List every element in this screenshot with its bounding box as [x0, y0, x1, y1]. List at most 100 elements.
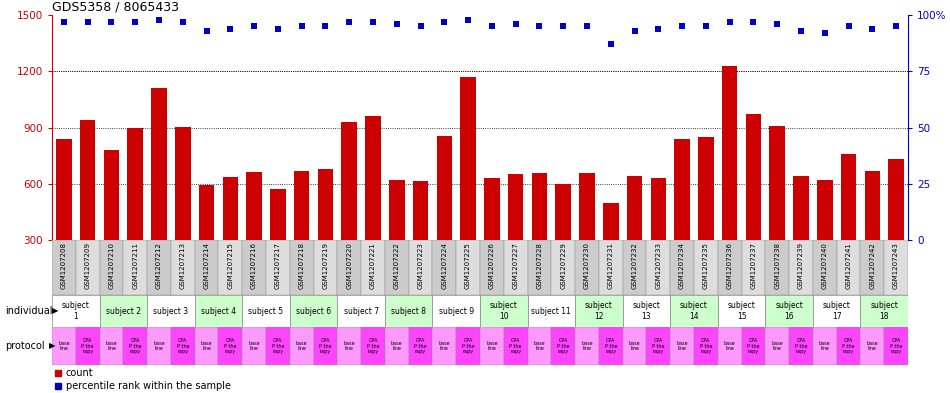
- Bar: [789, 240, 813, 295]
- Text: GSM1207217: GSM1207217: [275, 242, 281, 289]
- Bar: [385, 240, 408, 295]
- Point: [603, 41, 618, 48]
- Text: CPA
P the
rapy: CPA P the rapy: [177, 338, 189, 354]
- Text: GSM1207227: GSM1207227: [513, 242, 519, 289]
- Point: [222, 26, 238, 32]
- Text: subject 4: subject 4: [200, 307, 236, 316]
- Bar: [314, 240, 337, 295]
- Text: GSM1207225: GSM1207225: [466, 242, 471, 289]
- Bar: [195, 240, 219, 295]
- Point: [437, 18, 452, 25]
- Point: [532, 23, 547, 29]
- Bar: [841, 154, 856, 240]
- Bar: [861, 240, 884, 295]
- Bar: [718, 327, 742, 365]
- Bar: [432, 240, 456, 295]
- Bar: [670, 240, 694, 295]
- Bar: [199, 185, 215, 240]
- Bar: [770, 126, 785, 240]
- Bar: [171, 240, 195, 295]
- Text: base
line: base line: [724, 341, 735, 351]
- Bar: [147, 295, 195, 327]
- Bar: [698, 137, 713, 240]
- Text: subject
14: subject 14: [680, 301, 708, 321]
- Bar: [722, 66, 737, 240]
- Bar: [195, 295, 242, 327]
- Bar: [171, 327, 195, 365]
- Text: GSM1207214: GSM1207214: [203, 242, 210, 289]
- Text: GSM1207216: GSM1207216: [251, 242, 257, 289]
- Bar: [56, 139, 71, 240]
- Text: CPA
P the
rapy: CPA P the rapy: [224, 338, 237, 354]
- Text: GSM1207210: GSM1207210: [108, 242, 114, 289]
- Point: [770, 21, 785, 27]
- Text: subject 5: subject 5: [249, 307, 283, 316]
- Text: GSM1207231: GSM1207231: [608, 242, 614, 289]
- Point: [294, 23, 310, 29]
- Text: CPA
P the
rapy: CPA P the rapy: [367, 338, 379, 354]
- Text: GSM1207209: GSM1207209: [85, 242, 90, 289]
- Bar: [100, 327, 124, 365]
- Bar: [793, 176, 808, 240]
- Bar: [266, 327, 290, 365]
- Point: [127, 18, 142, 25]
- Bar: [337, 240, 361, 295]
- Text: CPA
P the
rapy: CPA P the rapy: [604, 338, 618, 354]
- Text: GSM1207233: GSM1207233: [656, 242, 661, 289]
- Text: GSM1207211: GSM1207211: [132, 242, 138, 289]
- Bar: [766, 295, 813, 327]
- Text: subject
16: subject 16: [775, 301, 803, 321]
- Bar: [718, 240, 742, 295]
- Text: GSM1207224: GSM1207224: [442, 242, 447, 289]
- Bar: [385, 295, 432, 327]
- Text: subject 2: subject 2: [105, 307, 141, 316]
- Text: CPA
P the
rapy: CPA P the rapy: [129, 338, 142, 354]
- Bar: [627, 176, 642, 240]
- Bar: [104, 150, 119, 240]
- Bar: [385, 327, 408, 365]
- Bar: [813, 240, 837, 295]
- Bar: [551, 240, 575, 295]
- Bar: [127, 129, 142, 240]
- Point: [318, 23, 333, 29]
- Point: [461, 17, 476, 23]
- Bar: [837, 240, 861, 295]
- Bar: [365, 116, 381, 240]
- Bar: [461, 77, 476, 240]
- Text: base
line: base line: [58, 341, 69, 351]
- Bar: [742, 327, 766, 365]
- Text: base
line: base line: [629, 341, 640, 351]
- Bar: [622, 240, 646, 295]
- Point: [841, 23, 856, 29]
- Point: [342, 18, 357, 25]
- Bar: [80, 120, 95, 240]
- Text: percentile rank within the sample: percentile rank within the sample: [66, 381, 231, 391]
- Bar: [246, 172, 262, 240]
- Point: [864, 26, 880, 32]
- Bar: [766, 327, 789, 365]
- Bar: [789, 327, 813, 365]
- Bar: [884, 240, 908, 295]
- Text: CPA
P the
rapy: CPA P the rapy: [748, 338, 760, 354]
- Point: [674, 23, 690, 29]
- Point: [651, 26, 666, 32]
- Point: [817, 30, 832, 36]
- Point: [80, 18, 95, 25]
- Bar: [480, 327, 504, 365]
- Point: [698, 23, 713, 29]
- Text: base
line: base line: [819, 341, 830, 351]
- Text: base
line: base line: [581, 341, 593, 351]
- Text: CPA
P the
rapy: CPA P the rapy: [843, 338, 855, 354]
- Text: subject
17: subject 17: [823, 301, 850, 321]
- Text: GSM1207240: GSM1207240: [822, 242, 827, 289]
- Text: GSM1207212: GSM1207212: [156, 242, 162, 289]
- Bar: [864, 171, 880, 240]
- Bar: [413, 181, 428, 240]
- Bar: [813, 295, 861, 327]
- Text: base
line: base line: [676, 341, 688, 351]
- Text: CPA
P the
rapy: CPA P the rapy: [795, 338, 808, 354]
- Point: [722, 18, 737, 25]
- Text: CPA
P the
rapy: CPA P the rapy: [319, 338, 332, 354]
- Bar: [195, 327, 219, 365]
- Text: CPA
P the
rapy: CPA P the rapy: [414, 338, 427, 354]
